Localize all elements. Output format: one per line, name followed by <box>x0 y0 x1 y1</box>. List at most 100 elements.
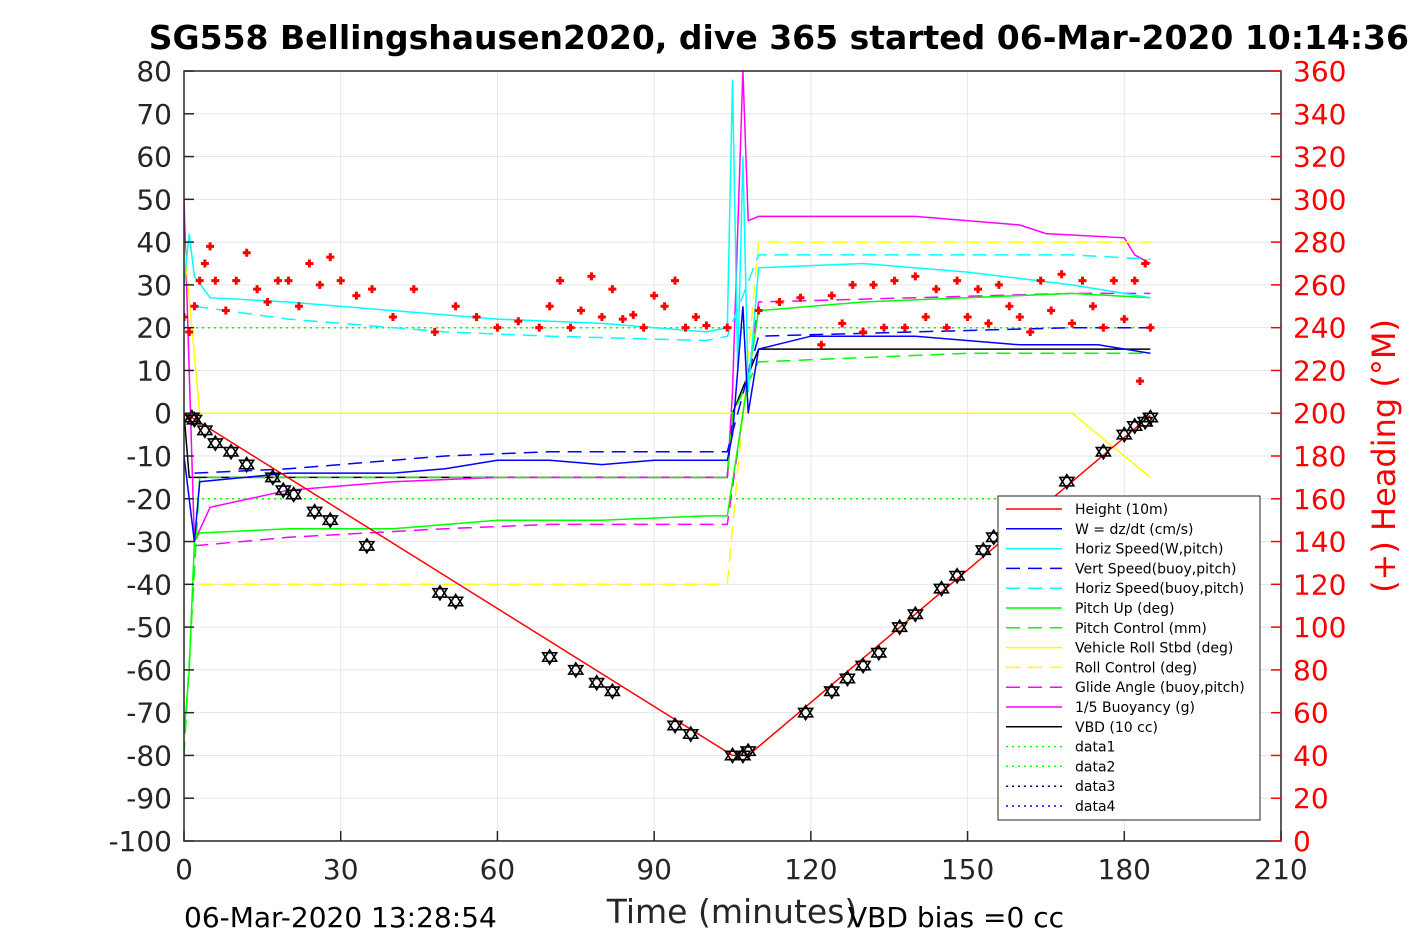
heading-marker <box>535 323 544 332</box>
heading-marker <box>326 253 335 262</box>
depth-marker <box>724 746 741 764</box>
heading-marker <box>848 280 857 289</box>
heading-marker <box>587 272 596 281</box>
legend-box <box>997 495 1261 821</box>
y-tick-label-right: 360 <box>1293 55 1346 88</box>
legend-label: Pitch Up (deg) <box>1075 601 1174 617</box>
heading-marker <box>1005 302 1014 311</box>
y-tick-label-left: -30 <box>126 526 172 559</box>
heading-marker <box>1015 312 1024 321</box>
heading-marker <box>879 323 888 332</box>
y-tick-label-left: 70 <box>136 98 172 131</box>
series-line <box>184 242 1151 478</box>
series-line <box>194 292 1151 547</box>
legend-label: data3 <box>1075 779 1115 795</box>
heading-marker <box>827 291 836 300</box>
depth-marker <box>541 648 559 666</box>
heading-marker <box>702 321 711 330</box>
ticks: 0 30 60 90 120 150 180 21080706050403020100-10-… <box>108 55 1346 886</box>
legend: Height (10m) W = dz/dt (cm/s) Horiz Speed(… <box>997 495 1261 821</box>
depth-marker <box>306 503 324 521</box>
heading-marker <box>1026 327 1035 336</box>
heading-marker <box>430 327 439 336</box>
heading-marker <box>253 285 262 294</box>
depth-marker <box>797 704 815 722</box>
depth-marker <box>264 468 282 486</box>
heading-marker <box>691 312 700 321</box>
heading-marker <box>352 291 361 300</box>
right-axis-label: (+) Heading (°M) <box>1365 319 1403 593</box>
depth-marker <box>186 411 203 429</box>
depth-marker <box>666 716 684 735</box>
depth-marker <box>1094 443 1112 461</box>
heading-marker <box>1120 315 1129 324</box>
heading-marker <box>911 272 920 281</box>
depth-marker <box>238 456 256 474</box>
heading-marker <box>294 302 303 311</box>
heading-marker <box>650 291 659 300</box>
heading-marker <box>368 285 377 294</box>
heading-marker <box>1099 323 1108 332</box>
y-tick-label-left: -80 <box>126 739 172 772</box>
depth-marker <box>906 605 924 623</box>
legend-label: 1/5 Buoyancy (g) <box>1075 700 1195 716</box>
y-tick-label-right: 100 <box>1293 611 1346 644</box>
depth-marker <box>588 674 606 692</box>
heading-marker <box>315 280 324 289</box>
heading-marker <box>1141 259 1150 268</box>
heading-marker <box>242 248 251 257</box>
series-line <box>194 326 1151 474</box>
heading-marker <box>1135 377 1144 386</box>
heading-layer <box>184 242 1155 386</box>
heading-marker <box>1036 276 1045 285</box>
y-tick-label-left: -60 <box>126 654 172 687</box>
heading-marker <box>545 302 554 311</box>
depth-marker <box>854 657 872 675</box>
depth-marker <box>838 669 856 687</box>
y-tick-label-right: 240 <box>1293 312 1346 345</box>
legend-label: VBD (10 cc) <box>1075 720 1158 736</box>
legend-label: Roll Control (deg) <box>1075 660 1197 676</box>
depth-marker <box>1141 408 1159 427</box>
heading-marker <box>195 276 204 285</box>
heading-marker <box>932 285 941 294</box>
heading-marker <box>723 323 732 332</box>
y-tick-label-right: 20 <box>1293 782 1329 815</box>
heading-marker <box>660 302 669 311</box>
heading-marker <box>200 259 209 268</box>
legend-label: Glide Angle (buoy,pitch) <box>1075 680 1245 696</box>
x-tick-label: 30 <box>323 853 359 886</box>
heading-marker <box>890 276 899 285</box>
heading-marker <box>597 312 606 321</box>
heading-marker <box>577 306 586 315</box>
y-tick-label-left: -100 <box>108 825 172 858</box>
depth-marker <box>222 443 240 461</box>
y-tick-label-right: 120 <box>1293 568 1346 601</box>
heading-marker <box>671 276 680 285</box>
legend-label: data4 <box>1075 799 1116 815</box>
y-tick-label-right: 80 <box>1293 654 1329 687</box>
heading-marker <box>1088 302 1097 311</box>
y-tick-label-right: 180 <box>1293 440 1346 473</box>
series-line <box>184 352 1151 756</box>
y-tick-label-left: 10 <box>136 354 172 387</box>
legend-label: Vert Speed(buoy,pitch) <box>1075 561 1237 577</box>
series-line <box>184 292 1151 735</box>
heading-marker <box>754 306 763 315</box>
depth-marker <box>985 528 1003 546</box>
depth-marker <box>1115 426 1133 444</box>
depth-marker <box>431 584 449 602</box>
series-line <box>184 306 1151 542</box>
heading-marker <box>232 276 241 285</box>
heading-marker <box>206 242 215 251</box>
heading-marker <box>618 315 627 324</box>
legend-label: W = dz/dt (cm/s) <box>1075 522 1194 538</box>
heading-marker <box>608 285 617 294</box>
vbd-bias-note: VBD bias =0 cc <box>848 901 1064 934</box>
heading-marker <box>974 285 983 294</box>
x-tick-label: 180 <box>1098 853 1151 886</box>
y-tick-label-left: 0 <box>154 397 172 430</box>
heading-marker <box>451 302 460 311</box>
depth-marker <box>974 541 992 559</box>
heading-marker <box>274 276 283 285</box>
